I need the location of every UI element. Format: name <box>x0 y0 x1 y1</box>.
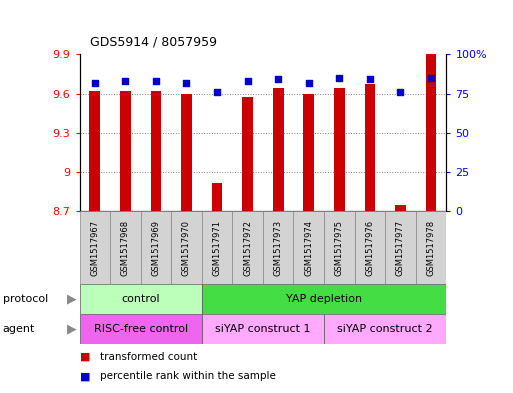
Point <box>121 78 129 84</box>
Bar <box>171 211 202 284</box>
Bar <box>324 314 446 344</box>
Text: agent: agent <box>3 324 35 334</box>
Point <box>397 89 405 95</box>
Text: ▶: ▶ <box>67 322 77 336</box>
Point <box>427 75 435 81</box>
Text: GSM1517975: GSM1517975 <box>335 220 344 276</box>
Bar <box>202 314 324 344</box>
Bar <box>110 211 141 284</box>
Text: control: control <box>122 294 160 304</box>
Bar <box>273 88 284 211</box>
Bar <box>385 211 416 284</box>
Text: protocol: protocol <box>3 294 48 304</box>
Text: GSM1517974: GSM1517974 <box>304 220 313 276</box>
Text: ■: ■ <box>80 371 90 382</box>
Text: GSM1517977: GSM1517977 <box>396 220 405 276</box>
Bar <box>141 211 171 284</box>
Text: GSM1517972: GSM1517972 <box>243 220 252 276</box>
Bar <box>416 211 446 284</box>
Text: GSM1517968: GSM1517968 <box>121 220 130 276</box>
Bar <box>354 211 385 284</box>
Text: RISC-free control: RISC-free control <box>93 324 188 334</box>
Bar <box>202 211 232 284</box>
Point <box>183 79 191 86</box>
Bar <box>365 84 375 211</box>
Point <box>366 76 374 83</box>
Text: GSM1517973: GSM1517973 <box>274 220 283 276</box>
Bar <box>242 97 253 211</box>
Bar <box>120 91 131 211</box>
Bar <box>181 94 192 211</box>
Text: transformed count: transformed count <box>100 351 198 362</box>
Bar <box>426 54 437 211</box>
Bar <box>151 91 161 211</box>
Bar <box>395 205 406 211</box>
Point <box>305 79 313 86</box>
Text: ■: ■ <box>80 351 90 362</box>
Bar <box>202 284 446 314</box>
Text: percentile rank within the sample: percentile rank within the sample <box>100 371 276 382</box>
Bar <box>89 91 100 211</box>
Point <box>152 78 160 84</box>
Text: GSM1517967: GSM1517967 <box>90 220 100 276</box>
Bar <box>80 284 202 314</box>
Point <box>213 89 221 95</box>
Bar <box>232 211 263 284</box>
Text: GSM1517971: GSM1517971 <box>212 220 222 276</box>
Bar <box>334 88 345 211</box>
Text: GDS5914 / 8057959: GDS5914 / 8057959 <box>90 35 217 48</box>
Point <box>335 75 343 81</box>
Text: GSM1517978: GSM1517978 <box>426 220 436 276</box>
Bar <box>324 211 354 284</box>
Bar <box>303 94 314 211</box>
Point <box>244 78 252 84</box>
Point <box>274 76 282 83</box>
Bar <box>80 314 202 344</box>
Text: GSM1517969: GSM1517969 <box>151 220 161 276</box>
Bar <box>293 211 324 284</box>
Text: siYAP construct 2: siYAP construct 2 <box>338 324 433 334</box>
Text: ▶: ▶ <box>67 292 77 306</box>
Text: GSM1517970: GSM1517970 <box>182 220 191 276</box>
Text: GSM1517976: GSM1517976 <box>365 220 374 276</box>
Bar <box>212 183 223 211</box>
Text: siYAP construct 1: siYAP construct 1 <box>215 324 311 334</box>
Point <box>91 79 99 86</box>
Text: YAP depletion: YAP depletion <box>286 294 362 304</box>
Bar <box>80 211 110 284</box>
Bar <box>263 211 293 284</box>
